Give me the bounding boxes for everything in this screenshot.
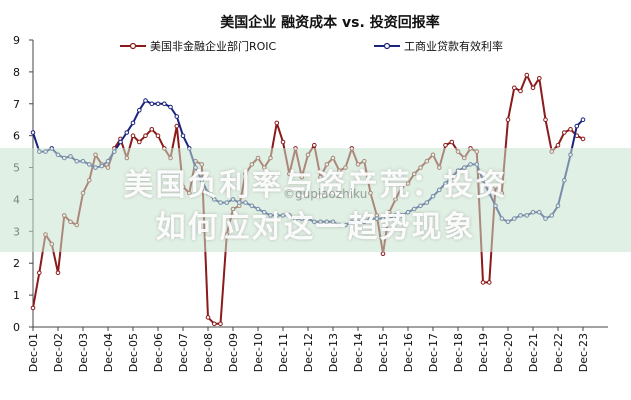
x-tick-label: Dec-12 (302, 333, 315, 372)
x-tick-label: Dec-19 (477, 333, 490, 372)
x-tick-label: Dec-11 (277, 333, 290, 372)
data-point (143, 133, 148, 138)
data-point (155, 101, 161, 107)
x-tick-label: Dec-16 (402, 333, 415, 372)
x-tick-label: Dec-10 (252, 333, 265, 372)
x-tick-label: Dec-18 (452, 333, 465, 372)
data-point (55, 270, 61, 276)
x-tick-label: Dec-21 (527, 333, 540, 372)
y-tick-label: 1 (13, 289, 20, 302)
data-point (568, 127, 573, 132)
data-point (205, 315, 211, 320)
data-point (555, 142, 561, 148)
x-tick-label: Dec-06 (152, 333, 165, 372)
data-point (162, 101, 167, 107)
data-point (174, 123, 180, 129)
data-point (218, 321, 223, 327)
data-point (149, 101, 155, 107)
y-tick-label: 0 (13, 321, 20, 334)
data-point (274, 120, 280, 126)
data-point (143, 98, 148, 103)
data-point (137, 107, 142, 113)
data-point (518, 88, 523, 94)
data-point (487, 280, 492, 285)
data-point (168, 104, 173, 110)
data-point (180, 133, 186, 138)
data-point (124, 130, 130, 135)
y-tick-label: 8 (13, 66, 20, 79)
legend-swatch-marker (383, 42, 391, 50)
x-tick-label: Dec-04 (102, 333, 115, 372)
x-tick-label: Dec-02 (52, 333, 65, 372)
x-tick-label: Dec-05 (127, 333, 140, 372)
x-tick-label: Dec-13 (327, 333, 340, 372)
watermark-band (0, 148, 631, 252)
data-point (580, 117, 586, 122)
data-point (562, 130, 567, 135)
x-tick-label: Dec-08 (202, 333, 215, 372)
data-point (537, 76, 542, 81)
x-tick-label: Dec-09 (227, 333, 240, 372)
data-point (212, 321, 217, 327)
data-point (155, 133, 161, 138)
data-point (530, 85, 536, 91)
data-point (580, 136, 586, 142)
x-tick-label: Dec-20 (502, 333, 515, 372)
legend-item: 工商业贷款有效利率 (374, 39, 503, 53)
x-tick-label: Dec-15 (377, 333, 390, 372)
y-tick-label: 6 (13, 130, 20, 143)
x-tick-label: Dec-23 (577, 333, 590, 372)
data-point (130, 133, 136, 138)
legend-label: 工商业贷款有效利率 (404, 39, 503, 53)
chart-title: 美国企业 融资成本 vs. 投资回报率 (220, 14, 439, 31)
x-tick-label: Dec-17 (427, 333, 440, 372)
data-point (30, 130, 36, 135)
legend-swatch-marker (129, 42, 137, 50)
watermark-text: ©gupiaozhiku (283, 187, 368, 201)
x-tick-label: Dec-03 (77, 333, 90, 372)
y-tick-label: 2 (13, 257, 20, 270)
data-point (449, 139, 455, 145)
x-axis: Dec-01 Dec-02 Dec-03 Dec-04 Dec-05 Dec-06 Dec-… (27, 326, 608, 372)
data-point (480, 280, 486, 285)
y-tick-label: 7 (13, 98, 20, 111)
x-tick-label: Dec-14 (352, 333, 365, 372)
data-point (512, 85, 517, 91)
data-point (443, 142, 448, 148)
overlay-headline-line-1: 美国负利率与资产荒：投资 (123, 168, 508, 203)
data-point (280, 139, 286, 145)
legend-label: 美国非金融企业部门ROIC (150, 39, 277, 53)
legend-item: 美国非金融企业部门ROIC (120, 39, 277, 53)
data-point (118, 139, 123, 145)
data-point (574, 123, 580, 129)
data-point (312, 142, 317, 148)
data-point (37, 270, 42, 276)
data-point (380, 251, 386, 256)
data-point (130, 120, 136, 126)
x-tick-label: Dec-22 (552, 333, 565, 372)
data-point (543, 117, 548, 122)
overlay-headline-line-2: 如何应对这一趋势现象 (155, 210, 476, 245)
data-point (174, 114, 180, 119)
legend: 美国非金融企业部门ROIC 工商业贷款有效利率 (120, 39, 503, 53)
data-point (149, 127, 155, 132)
x-tick-label: Dec-07 (177, 333, 190, 372)
data-point (30, 305, 36, 311)
y-tick-label: 9 (13, 34, 20, 47)
data-point (524, 72, 530, 78)
x-tick-label: Dec-01 (27, 333, 40, 372)
data-point (505, 117, 511, 122)
data-point (137, 139, 142, 145)
